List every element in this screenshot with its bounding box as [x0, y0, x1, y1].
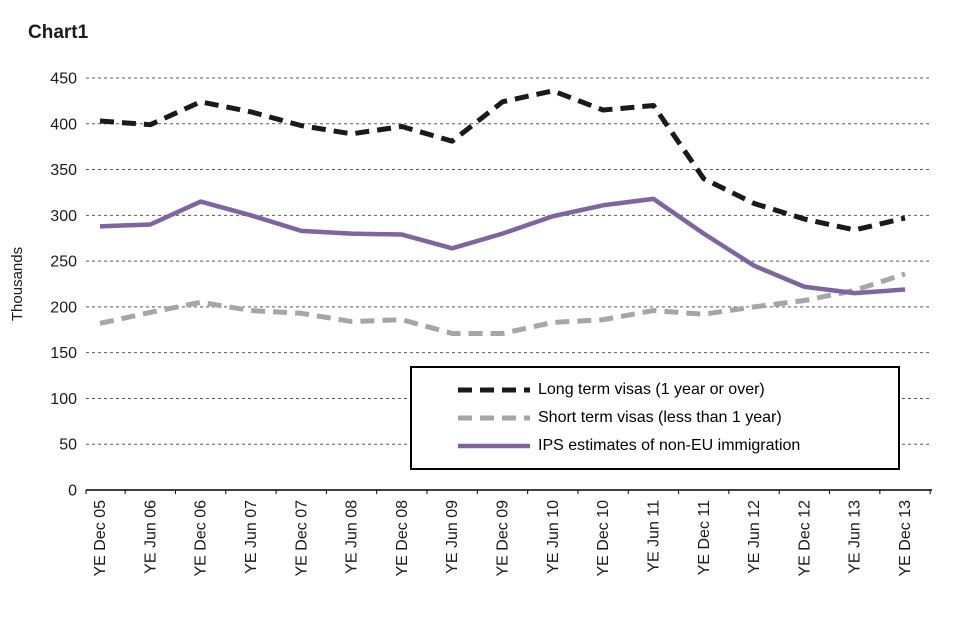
y-axis-tick-label: 0: [68, 483, 77, 500]
x-axis-label: YE Jun 08: [344, 500, 361, 574]
x-axis-label: YE Dec 11: [696, 500, 713, 575]
x-axis-label: YE Dec 13: [897, 500, 914, 577]
y-axis-tick-label: 450: [50, 71, 77, 88]
x-axis-label: YE Dec 08: [394, 500, 411, 577]
legend-item-long-term-visas: Long term visas (1 year or over): [456, 381, 888, 399]
x-axis-label: YE Jun 09: [444, 500, 461, 574]
y-axis-tick-label: 100: [50, 391, 77, 408]
black-dashed-line-swatch: [458, 387, 530, 393]
legend-label-long-term-visas: Long term visas (1 year or over): [538, 381, 765, 398]
legend-item-short-term-visas: Short term visas (less than 1 year): [456, 409, 888, 427]
x-axis-label: YE Jun 06: [142, 500, 159, 574]
x-axis-label: YE Jun 11: [645, 500, 662, 573]
x-axis-label: YE Jun 10: [545, 500, 562, 574]
y-axis-tick-label: 250: [50, 254, 77, 271]
x-axis-label: YE Jun 12: [746, 500, 763, 574]
series-line-2: [99, 196, 906, 296]
y-axis-tick-label: 300: [50, 208, 77, 225]
chart-title: Chart1: [28, 22, 89, 43]
y-axis-tick-label: 200: [50, 299, 77, 316]
legend-label-short-term-visas: Short term visas (less than 1 year): [538, 409, 782, 426]
legend: Long term visas (1 year or over) Short t…: [410, 366, 900, 470]
x-axis-label: YE Dec 05: [92, 500, 109, 577]
x-axis-label: YE Dec 07: [293, 500, 310, 577]
series-line-0: [99, 88, 906, 233]
y-axis-tick-label: 400: [50, 116, 77, 133]
gray-dashed-line-swatch: [458, 415, 530, 421]
purple-solid-line-swatch: [458, 443, 530, 449]
x-axis-label: YE Dec 12: [796, 500, 813, 577]
y-axis-tick-label: 150: [50, 345, 77, 362]
y-axis-title: Thousands: [9, 247, 26, 321]
legend-label-ips-estimates: IPS estimates of non-EU immigration: [538, 437, 801, 454]
x-axis-label: YE Dec 10: [595, 500, 612, 577]
x-axis-label: YE Jun 13: [847, 500, 864, 574]
x-axis-label: YE Dec 09: [495, 500, 512, 577]
series-line-1: [99, 271, 906, 336]
x-axis-label: YE Jun 07: [243, 500, 260, 574]
y-axis-tick-label: 50: [59, 437, 77, 454]
legend-item-ips-estimates: IPS estimates of non-EU immigration: [456, 437, 888, 455]
y-axis-tick-label: 350: [50, 162, 77, 179]
x-axis-label: YE Dec 06: [193, 500, 210, 577]
